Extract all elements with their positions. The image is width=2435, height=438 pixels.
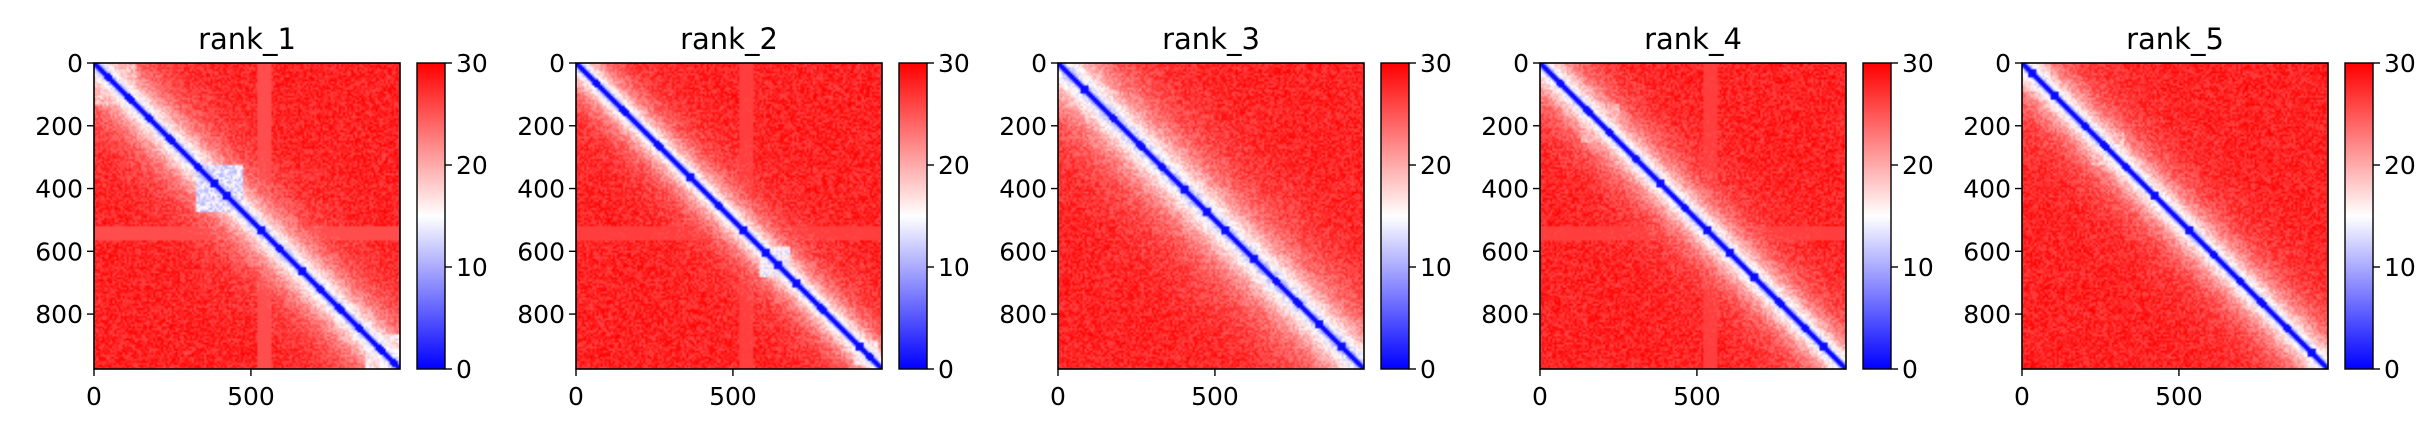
heatmap-panel: rank_5 0 200 400 600 800 0 500 0 10 20 30 [1963, 22, 2416, 411]
heatmap-image [576, 63, 882, 369]
heatmap-panel: rank_3 0 200 400 600 800 0 500 0 10 20 30 [999, 22, 1452, 411]
y-tick-label: 200 [1481, 112, 1529, 141]
colorbar [416, 62, 446, 370]
panel-title: rank_2 [680, 22, 778, 56]
x-tick-label: 500 [227, 382, 275, 411]
colorbar-tick-label: 0 [938, 355, 954, 384]
y-tick-label: 600 [1963, 237, 2011, 266]
colorbar [2344, 62, 2374, 370]
y-tick-label: 0 [1031, 49, 1047, 78]
y-tick-label: 0 [549, 49, 565, 78]
panel-title: rank_5 [2126, 22, 2224, 56]
y-tick-label: 600 [35, 237, 83, 266]
x-tick-label: 500 [709, 382, 757, 411]
heatmap-panel: rank_4 0 200 400 600 800 0 500 0 10 20 30 [1481, 22, 1934, 411]
x-tick-label: 500 [1673, 382, 1721, 411]
x-tick-label: 0 [2014, 382, 2030, 411]
y-tick-label: 600 [999, 237, 1047, 266]
colorbar-tick-label: 30 [1902, 49, 1934, 78]
y-tick-label: 800 [517, 300, 565, 329]
y-tick-label: 600 [1481, 237, 1529, 266]
colorbar [898, 62, 928, 370]
y-tick-label: 0 [1995, 49, 2011, 78]
heatmap-image [94, 63, 400, 369]
x-tick-label: 500 [2155, 382, 2203, 411]
colorbar-tick-label: 0 [2384, 355, 2400, 384]
colorbar-tick-label: 20 [2384, 151, 2416, 180]
colorbar-tick-label: 10 [2384, 253, 2416, 282]
heatmap-image [2022, 63, 2328, 369]
y-tick-label: 200 [1963, 112, 2011, 141]
x-tick-label: 0 [86, 382, 102, 411]
axes-frame [93, 62, 401, 370]
heatmap-panel: rank_2 0 200 400 600 800 0 500 0 10 20 30 [517, 22, 970, 411]
axes-frame [2021, 62, 2329, 370]
y-tick-label: 400 [1963, 175, 2011, 204]
colorbar-tick-label: 30 [2384, 49, 2416, 78]
panel-title: rank_1 [198, 22, 296, 56]
x-tick-label: 0 [568, 382, 584, 411]
colorbar-tick-label: 30 [1420, 49, 1452, 78]
heatmap-image [1540, 63, 1846, 369]
y-tick-label: 800 [1481, 300, 1529, 329]
x-tick-label: 500 [1191, 382, 1239, 411]
colorbar-tick-label: 20 [938, 151, 970, 180]
colorbar-tick-label: 10 [938, 253, 970, 282]
axes-frame [1057, 62, 1365, 370]
colorbar-tick-label: 20 [1902, 151, 1934, 180]
y-tick-label: 200 [35, 112, 83, 141]
y-tick-label: 800 [1963, 300, 2011, 329]
colorbar-tick-label: 0 [456, 355, 472, 384]
heatmap-image [1058, 63, 1364, 369]
y-tick-label: 200 [999, 112, 1047, 141]
colorbar-tick-label: 30 [456, 49, 488, 78]
colorbar [1862, 62, 1892, 370]
colorbar-tick-label: 30 [938, 49, 970, 78]
colorbar-tick-label: 10 [1902, 253, 1934, 282]
colorbar [1380, 62, 1410, 370]
y-tick-label: 0 [67, 49, 83, 78]
y-tick-label: 800 [35, 300, 83, 329]
y-tick-label: 800 [999, 300, 1047, 329]
y-tick-label: 400 [517, 175, 565, 204]
x-tick-label: 0 [1532, 382, 1548, 411]
colorbar-tick-label: 0 [1902, 355, 1918, 384]
axes-frame [1539, 62, 1847, 370]
axes-frame [575, 62, 883, 370]
y-tick-label: 400 [35, 175, 83, 204]
panel-title: rank_4 [1644, 22, 1742, 56]
colorbar-tick-label: 20 [1420, 151, 1452, 180]
colorbar-tick-label: 10 [456, 253, 488, 282]
x-tick-label: 0 [1050, 382, 1066, 411]
panel-title: rank_3 [1162, 22, 1260, 56]
y-tick-label: 600 [517, 237, 565, 266]
y-tick-label: 200 [517, 112, 565, 141]
colorbar-tick-label: 10 [1420, 253, 1452, 282]
heatmap-panel: rank_1 0 200 400 600 800 0 500 0 10 20 30 [35, 22, 488, 411]
colorbar-tick-label: 20 [456, 151, 488, 180]
colorbar-tick-label: 0 [1420, 355, 1436, 384]
y-tick-label: 400 [1481, 175, 1529, 204]
y-tick-label: 400 [999, 175, 1047, 204]
y-tick-label: 0 [1513, 49, 1529, 78]
